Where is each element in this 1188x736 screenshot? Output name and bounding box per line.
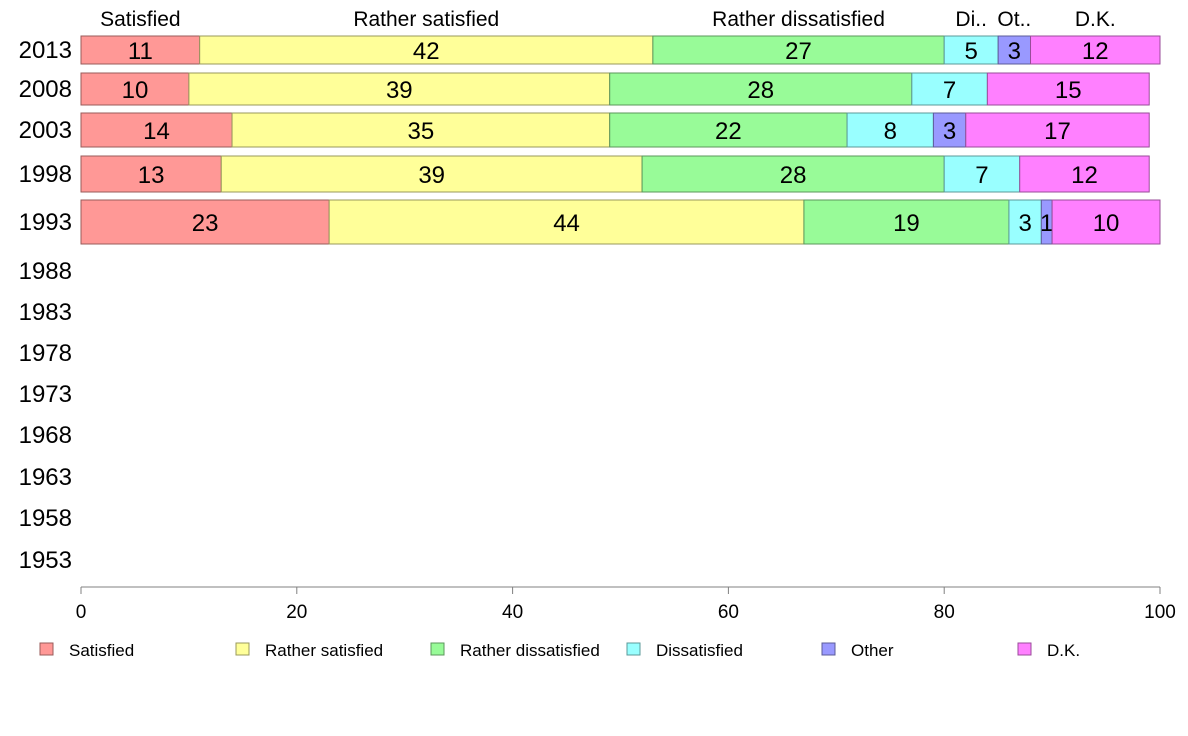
data-label: 15 [1055, 77, 1082, 104]
legend-label: Satisfied [69, 641, 134, 660]
category-label: 1968 [19, 422, 72, 449]
data-label: 5 [964, 38, 977, 65]
bar-segment [231, 112, 611, 148]
data-label: 10 [122, 77, 149, 104]
bar-segment [652, 35, 945, 65]
x-tick-label: 80 [934, 602, 955, 623]
legend-label: Dissatisfied [656, 641, 743, 660]
data-label: 3 [943, 118, 956, 145]
data-label: 42 [413, 38, 440, 65]
legend-label: Rather dissatisfied [460, 641, 600, 660]
category-label: 1993 [19, 209, 72, 236]
category-label: 2008 [19, 76, 72, 103]
data-label: 39 [418, 162, 445, 189]
legend-label: D.K. [1047, 641, 1080, 660]
bar-segment [803, 199, 1010, 245]
bar-segment [1019, 155, 1150, 193]
data-label: 1 [1040, 210, 1053, 237]
data-label: 39 [386, 77, 413, 104]
category-label: 1958 [19, 505, 72, 532]
bar-segment [609, 112, 848, 148]
data-label: 7 [975, 162, 988, 189]
top-series-label: Ot.. [997, 8, 1031, 31]
data-label: 7 [943, 77, 956, 104]
top-series-label: Di.. [955, 8, 987, 31]
bar-segment [932, 112, 967, 148]
data-label: 28 [780, 162, 807, 189]
legend-swatch [39, 642, 54, 656]
data-label: 19 [893, 210, 920, 237]
data-label: 14 [143, 118, 170, 145]
bar-segment [199, 35, 654, 65]
bar-segment [220, 155, 643, 193]
bar-segment [997, 35, 1032, 65]
legend-label: Other [851, 641, 894, 660]
data-label: 8 [884, 118, 897, 145]
top-series-label: Satisfied [100, 8, 181, 31]
data-label: 44 [553, 210, 580, 237]
data-label: 22 [715, 118, 742, 145]
x-tick-label: 100 [1144, 602, 1176, 623]
legend: Satisfied Rather satisfied Rather dissatis… [39, 641, 1080, 660]
legend-label: Rather satisfied [265, 641, 383, 660]
bar-segment [80, 199, 330, 245]
bar-segment [1051, 199, 1161, 245]
category-label: 2003 [19, 117, 72, 144]
legend-swatch [1017, 642, 1032, 656]
category-label: 1953 [19, 547, 72, 574]
x-axis: 0 20 40 60 80 100 [76, 586, 1176, 623]
legend-swatch [430, 642, 445, 656]
top-labels: Satisfied Rather satisfied Rather dissatis… [100, 8, 1116, 31]
data-label: 10 [1093, 210, 1120, 237]
data-label: 35 [408, 118, 435, 145]
category-label: 1998 [19, 161, 72, 188]
data-label: 11 [128, 38, 153, 65]
bar-segment [943, 155, 1021, 193]
category-label: 1973 [19, 381, 72, 408]
bar-segment [80, 155, 222, 193]
bar-segment [1030, 35, 1161, 65]
bar-segment [911, 72, 988, 106]
bar-segment [641, 155, 945, 193]
category-label: 1963 [19, 464, 72, 491]
data-label: 3 [1018, 210, 1031, 237]
data-label: 3 [1008, 38, 1021, 65]
data-label: 23 [192, 210, 219, 237]
legend-swatch [821, 642, 836, 656]
legend-swatch [626, 642, 641, 656]
bar-segment [965, 112, 1150, 148]
category-label: 1983 [19, 299, 72, 326]
top-series-label: Rather dissatisfied [712, 8, 885, 31]
category-label: 2013 [19, 37, 72, 64]
x-tick-label: 40 [502, 602, 523, 623]
data-label: 13 [138, 162, 165, 189]
data-label: 12 [1071, 162, 1098, 189]
data-label: 17 [1044, 118, 1071, 145]
data-label: 12 [1082, 38, 1109, 65]
bar-segment [80, 72, 190, 106]
x-tick-label: 60 [718, 602, 739, 623]
data-label: 27 [785, 38, 812, 65]
bar-segment [188, 72, 611, 106]
legend-swatch [235, 642, 250, 656]
bar-segment [609, 72, 913, 106]
top-series-label: D.K. [1075, 8, 1116, 31]
category-axis: 2013 2008 2003 1998 1993 1988 1983 1978 1973 1968… [19, 37, 72, 574]
bar-segment [986, 72, 1150, 106]
x-tick-label: 20 [286, 602, 307, 623]
data-label: 28 [747, 77, 774, 104]
bar-segment [80, 112, 233, 148]
category-label: 1988 [19, 258, 72, 285]
category-label: 1978 [19, 340, 72, 367]
top-series-label: Rather satisfied [353, 8, 499, 31]
x-tick-label: 0 [76, 602, 87, 623]
bar-segment [80, 35, 201, 65]
